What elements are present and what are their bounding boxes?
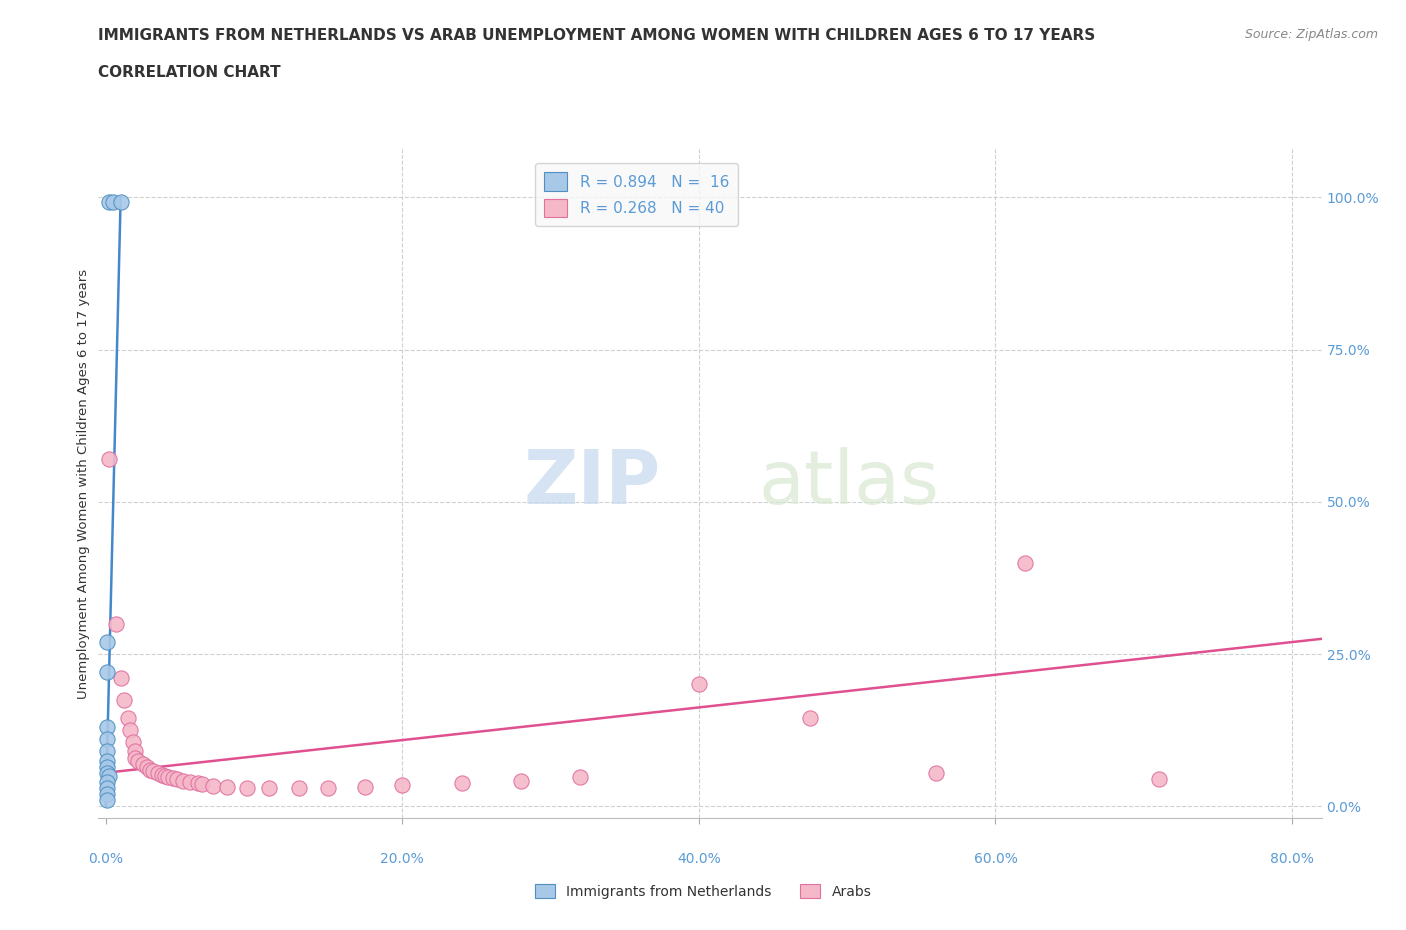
Point	[688, 677, 710, 692]
Text: 20.0%: 20.0%	[381, 852, 425, 866]
Point	[110, 671, 132, 685]
Point	[316, 780, 339, 795]
Point	[96, 787, 118, 802]
Text: Source: ZipAtlas.com: Source: ZipAtlas.com	[1244, 28, 1378, 41]
Point	[1014, 555, 1036, 570]
Point	[142, 764, 165, 778]
Point	[96, 720, 118, 735]
Point	[118, 723, 141, 737]
Point	[257, 780, 280, 795]
Point	[150, 767, 173, 782]
Point	[103, 194, 125, 209]
Point	[124, 744, 146, 759]
Point	[391, 777, 413, 792]
Point	[96, 744, 118, 759]
Point	[124, 751, 146, 765]
Point	[510, 773, 533, 788]
Text: ZIP: ZIP	[524, 447, 661, 520]
Y-axis label: Unemployment Among Women with Children Ages 6 to 17 years: Unemployment Among Women with Children A…	[77, 269, 90, 698]
Point	[112, 692, 135, 707]
Point	[172, 773, 194, 788]
Point	[96, 665, 118, 680]
Point	[201, 778, 224, 793]
Point	[235, 780, 257, 795]
Legend: R = 0.894   N =  16, R = 0.268   N = 40: R = 0.894 N = 16, R = 0.268 N = 40	[536, 163, 738, 226]
Point	[117, 711, 139, 725]
Point	[121, 735, 143, 750]
Point	[191, 777, 214, 791]
Point	[96, 759, 118, 774]
Point	[157, 769, 180, 784]
Text: 80.0%: 80.0%	[1270, 852, 1315, 866]
Point	[146, 765, 169, 780]
Point	[132, 756, 155, 771]
Point	[105, 617, 128, 631]
Point	[354, 779, 377, 794]
Point	[799, 711, 821, 725]
Point	[179, 775, 201, 790]
Point	[925, 765, 948, 780]
Point	[1147, 771, 1170, 786]
Point	[96, 775, 118, 790]
Point	[153, 768, 176, 783]
Text: 60.0%: 60.0%	[973, 852, 1018, 866]
Point	[96, 732, 118, 747]
Point	[96, 634, 118, 649]
Point	[450, 776, 472, 790]
Point	[187, 776, 209, 790]
Point	[96, 780, 118, 795]
Point	[287, 780, 309, 795]
Point	[217, 779, 239, 794]
Point	[162, 771, 184, 786]
Point	[569, 769, 592, 784]
Point	[110, 194, 132, 209]
Text: IMMIGRANTS FROM NETHERLANDS VS ARAB UNEMPLOYMENT AMONG WOMEN WITH CHILDREN AGES : IMMIGRANTS FROM NETHERLANDS VS ARAB UNEM…	[98, 28, 1095, 43]
Legend: Immigrants from Netherlands, Arabs: Immigrants from Netherlands, Arabs	[529, 879, 877, 905]
Point	[96, 753, 118, 768]
Point	[127, 753, 149, 768]
Text: 0.0%: 0.0%	[89, 852, 124, 866]
Text: 40.0%: 40.0%	[678, 852, 721, 866]
Point	[166, 772, 188, 787]
Point	[139, 763, 162, 777]
Point	[96, 765, 118, 780]
Point	[136, 759, 159, 774]
Point	[97, 768, 120, 783]
Point	[97, 194, 120, 209]
Point	[96, 792, 118, 807]
Text: CORRELATION CHART: CORRELATION CHART	[98, 65, 281, 80]
Text: atlas: atlas	[759, 447, 941, 520]
Point	[97, 452, 120, 467]
